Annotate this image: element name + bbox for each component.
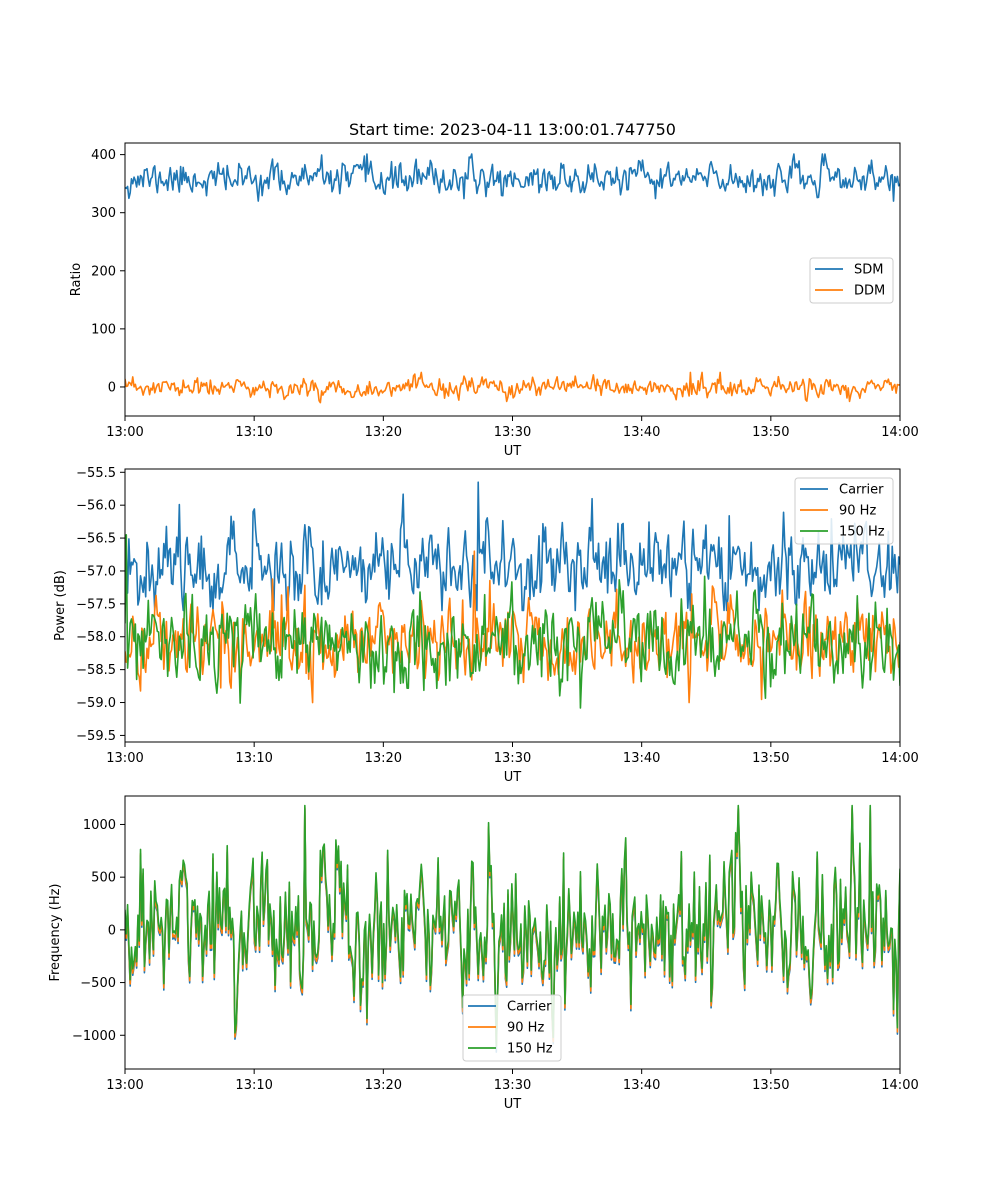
legend-label: 90 Hz xyxy=(839,504,876,519)
x-tick-label: 13:50 xyxy=(752,425,789,440)
y-tick-label: 200 xyxy=(91,264,116,279)
x-tick-label: 13:10 xyxy=(235,425,272,440)
series-line-150-hz xyxy=(125,533,900,709)
legend-label: Carrier xyxy=(507,1000,552,1015)
x-tick-label: 13:40 xyxy=(623,425,660,440)
x-axis-label: UT xyxy=(504,1097,522,1112)
y-tick-label: 400 xyxy=(91,148,116,163)
chart-panel-3: 13:00 13:10 13:20 13:30 13:40 13:50 14:00 1000 5… xyxy=(48,795,919,1112)
legend: Carrier 90 Hz 150 Hz xyxy=(462,994,562,1062)
x-axis-label: UT xyxy=(504,770,522,785)
x-axis-label: UT xyxy=(504,444,522,459)
x-tick-label: 13:50 xyxy=(752,751,789,766)
x-tick-label: 13:00 xyxy=(106,425,143,440)
legend-label: Carrier xyxy=(839,483,884,498)
y-tick-label: −57.5 xyxy=(76,597,116,612)
legend: SDM DDM xyxy=(809,257,894,304)
series-line-carrier xyxy=(125,481,900,612)
y-tick-label: −500 xyxy=(80,976,116,991)
legend: Carrier 90 Hz 150 Hz xyxy=(794,477,894,545)
x-tick-label: 13:20 xyxy=(365,1078,402,1093)
x-tick-label: 14:00 xyxy=(881,425,918,440)
y-tick-label: −58.5 xyxy=(76,663,116,678)
y-tick-label: −56.0 xyxy=(76,499,116,514)
y-tick-label: 100 xyxy=(91,322,116,337)
y-tick-label: −59.5 xyxy=(76,729,116,744)
y-tick-label: 0 xyxy=(108,380,116,395)
y-axis-label: Power (dB) xyxy=(53,570,68,641)
chart-panel-2: 13:00 13:10 13:20 13:30 13:40 13:50 14:00 −55.5… xyxy=(53,466,919,785)
chart-panel-1: Start time: 2023-04-11 13:00:01.747750 13… xyxy=(69,120,919,459)
x-tick-label: 13:30 xyxy=(494,425,531,440)
y-tick-label: −55.5 xyxy=(76,466,116,481)
y-axis-label: Frequency (Hz) xyxy=(48,883,63,981)
y-tick-label: 300 xyxy=(91,206,116,221)
x-tick-label: 14:00 xyxy=(881,751,918,766)
x-tick-label: 13:00 xyxy=(106,1078,143,1093)
y-tick-label: −58.0 xyxy=(76,630,116,645)
y-tick-label: −59.0 xyxy=(76,696,116,711)
chart-title: Start time: 2023-04-11 13:00:01.747750 xyxy=(349,120,676,139)
y-tick-label: 0 xyxy=(108,923,116,938)
legend-label: SDM xyxy=(854,263,883,278)
legend-label: 90 Hz xyxy=(507,1021,544,1036)
legend-label: 150 Hz xyxy=(839,525,885,540)
x-tick-label: 13:20 xyxy=(365,751,402,766)
x-tick-label: 13:50 xyxy=(752,1078,789,1093)
x-tick-label: 13:10 xyxy=(235,1078,272,1093)
y-tick-label: 500 xyxy=(91,871,116,886)
y-tick-label: 1000 xyxy=(83,818,116,833)
x-tick-label: 13:10 xyxy=(235,751,272,766)
x-tick-label: 13:40 xyxy=(623,1078,660,1093)
x-tick-label: 13:20 xyxy=(365,425,402,440)
x-tick-label: 13:30 xyxy=(494,751,531,766)
series-group xyxy=(125,481,900,709)
legend-box xyxy=(462,994,562,1062)
y-axis-label: Ratio xyxy=(69,263,84,296)
x-tick-label: 13:30 xyxy=(494,1078,531,1093)
series-line-sdm xyxy=(125,153,900,202)
series-group xyxy=(125,804,900,1053)
legend-box xyxy=(794,477,894,545)
x-tick-label: 13:40 xyxy=(623,751,660,766)
x-tick-label: 14:00 xyxy=(881,1078,918,1093)
series-line-ddm xyxy=(125,371,900,404)
x-tick-label: 13:00 xyxy=(106,751,143,766)
legend-label: 150 Hz xyxy=(507,1042,553,1057)
y-tick-label: −1000 xyxy=(72,1029,116,1044)
y-tick-label: −56.5 xyxy=(76,532,116,547)
legend-label: DDM xyxy=(854,284,885,299)
series-group xyxy=(125,153,900,404)
y-tick-label: −57.0 xyxy=(76,564,116,579)
series-line-150-hz xyxy=(125,804,900,1047)
